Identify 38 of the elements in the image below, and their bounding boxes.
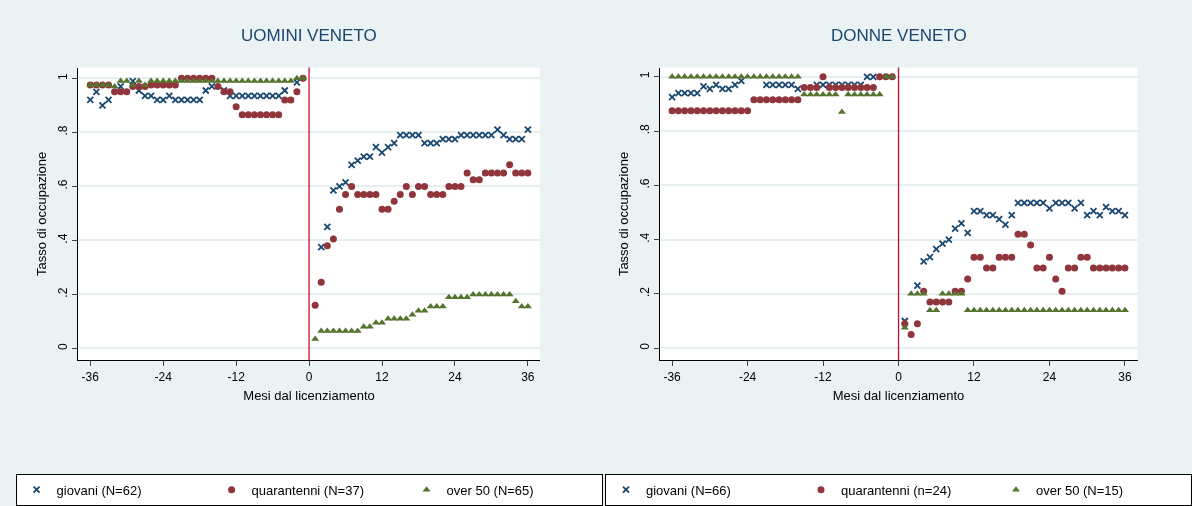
x-tick-label: -24 xyxy=(738,369,757,384)
x-tick-label: 24 xyxy=(448,369,462,384)
legend-label: giovani (N=62) xyxy=(56,482,142,498)
x-tick-label: -12 xyxy=(814,369,833,384)
y-tick-label: .2 xyxy=(56,287,71,298)
y-tick-label: .6 xyxy=(56,179,71,190)
legend-label: quarantenni (n=24) xyxy=(841,482,952,498)
legend-label: quarantenni (N=37) xyxy=(251,482,364,498)
x-tick-label: 0 xyxy=(895,369,903,384)
x-tick-label: 36 xyxy=(1118,369,1132,384)
y-tick-label: 1 xyxy=(56,72,71,80)
x-tick-label: 12 xyxy=(375,369,390,384)
x-tick-label: -36 xyxy=(663,369,682,384)
y-tick-label: .8 xyxy=(56,125,71,136)
x-tick-label: -12 xyxy=(227,369,246,384)
x-axis-title: Mesi dal licenziamento xyxy=(832,388,965,404)
x-tick-label: -24 xyxy=(154,369,173,384)
x-tick-label: 24 xyxy=(1042,369,1057,384)
y-tick-label: .8 xyxy=(637,123,652,135)
y-tick-label: 1 xyxy=(637,71,652,79)
y-tick-label: .6 xyxy=(637,178,652,189)
x-axis-title: Mesi dal licenziamento xyxy=(243,388,375,404)
legend-label: over 50 (N=15) xyxy=(1036,482,1124,498)
x-tick-label: -36 xyxy=(81,369,100,384)
y-tick-label: 0 xyxy=(56,343,71,351)
legend-label: giovani (N=66) xyxy=(646,482,731,498)
x-tick-label: 0 xyxy=(305,369,313,384)
y-axis-title: Tasso di occupazione xyxy=(34,151,50,277)
y-axis-title: Tasso di occupazione xyxy=(615,151,631,277)
legend-label: over 50 (N=65) xyxy=(446,482,534,498)
y-tick-label: 0 xyxy=(637,342,652,350)
chart-title: UOMINI VENETO xyxy=(241,26,377,45)
y-tick-label: .4 xyxy=(56,233,71,244)
chart-title: DONNE VENETO xyxy=(831,26,967,45)
y-tick-label: .4 xyxy=(637,232,652,243)
x-tick-label: 12 xyxy=(967,369,981,384)
y-tick-label: .2 xyxy=(637,286,652,298)
x-tick-label: 36 xyxy=(521,369,535,384)
